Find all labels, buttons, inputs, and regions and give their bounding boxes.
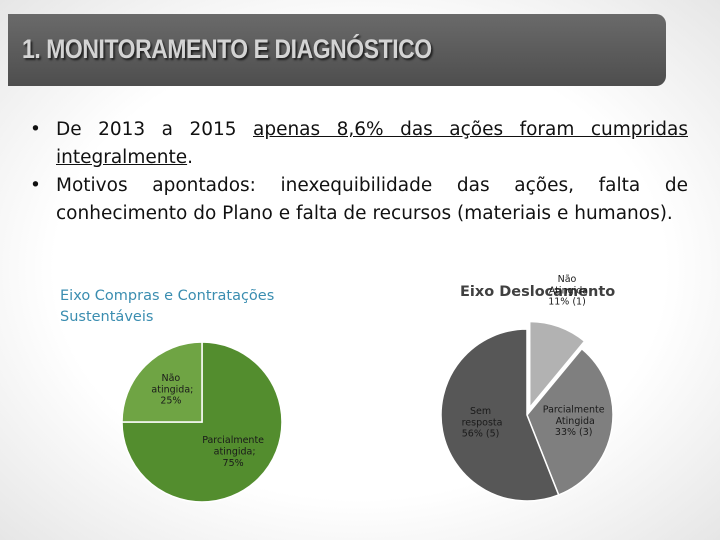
slice-category: Sem resposta: [459, 406, 503, 428]
data-label: 75%: [223, 458, 244, 469]
header-band: [8, 14, 666, 86]
pie-slice: [528, 320, 586, 410]
bullet-text: apenas 8,6% das ações foram cumpridas in…: [56, 119, 688, 168]
data-label: 25%: [160, 396, 181, 407]
bullet: De 2013 a 2015 apenas 8,6% das ações for…: [30, 116, 688, 172]
pie-slice: [526, 347, 614, 496]
data-label: 33% (3): [555, 427, 593, 438]
slice-category: Parcialmente Atingida: [543, 404, 605, 426]
bullet-text: De 2013 a 2015: [56, 119, 253, 140]
data-label: 11% (1): [548, 297, 586, 308]
pie-slice: [121, 341, 203, 423]
slice-category: Não Atingida: [546, 274, 588, 296]
slice-category: Não atingida;: [148, 373, 193, 395]
slide-title: 1. MONITORAMENTO E DIAGNÓSTICO: [22, 34, 432, 64]
chart-title: Eixo Compras e Contratações Sustentáveis: [60, 288, 275, 325]
chart-title: Eixo Deslocamento: [460, 284, 616, 300]
bullet: Motivos apontados: inexequibilidade das …: [30, 172, 688, 228]
bullet-text: Motivos apontados: inexequibilidade das …: [56, 175, 688, 224]
pie-slice: [440, 328, 560, 502]
data-label: 56% (5): [462, 429, 500, 440]
bullet-list: De 2013 a 2015 apenas 8,6% das ações for…: [30, 116, 688, 228]
slice-category: Parcialmente atingida;: [202, 435, 264, 457]
bullet-text: .: [187, 147, 193, 168]
